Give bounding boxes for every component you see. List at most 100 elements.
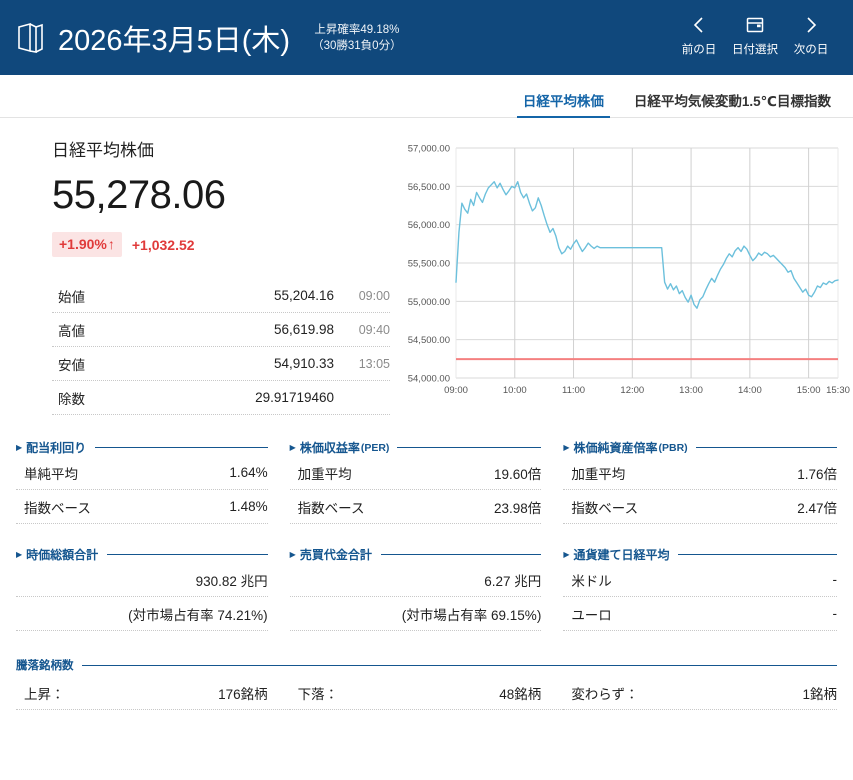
metric-value: (対市場占有率 74.21%): [128, 607, 268, 623]
section-currency-nikkei: ▶ 通貨建て日経平均 米ドル - ユーロ -: [563, 546, 837, 631]
ohlc-table: 始値 55,204.16 09:00 高値 56,619.98 09:40 安値…: [52, 279, 390, 415]
quote-value: 55,278.06: [52, 173, 226, 217]
svg-text:13:00: 13:00: [679, 385, 703, 396]
metric-value: 1銘柄: [802, 687, 837, 702]
list-item: 6.27 兆円: [289, 563, 542, 597]
tab-climate-index[interactable]: 日経平均気候変動1.5℃目標指数: [633, 94, 831, 109]
quote-panel: 日経平均株価 55,278.06 +1.90% ↑ +1,032.52 始値 5…: [0, 130, 400, 419]
svg-text:14:00: 14:00: [738, 385, 762, 396]
metric-key: 上昇：: [24, 687, 65, 702]
section-pbr: ▶ 株価純資産倍率 (PBR) 加重平均 1.76倍 指数ベース 2.47倍: [563, 439, 837, 524]
metric-value: 1.48%: [229, 499, 268, 514]
chart-svg: 54,000.00 54,500.00 55,000.00 55,500.00 56,0…: [408, 144, 850, 397]
declining-issues: 下落： 48銘柄: [289, 677, 564, 710]
section-per: ▶ 株価収益率 (PER) 加重平均 19.60倍 指数ベース 23.98倍: [289, 439, 564, 524]
high-label: 高値: [58, 323, 85, 339]
metric-key: 加重平均: [571, 466, 626, 482]
low-time: 13:05: [358, 356, 390, 371]
chevron-right-icon: [803, 12, 819, 38]
table-row: 始値 55,204.16 09:00: [52, 279, 390, 313]
metric-key: 指数ベース: [24, 500, 91, 516]
svg-text:55,500.00: 55,500.00: [408, 259, 450, 270]
next-day-label: 次の日: [793, 44, 829, 56]
svg-text:54,500.00: 54,500.00: [408, 335, 450, 346]
list-item: 930.82 兆円: [16, 563, 268, 597]
metric-value: (対市場占有率 69.15%): [401, 607, 542, 623]
triangle-right-icon: ▶: [563, 442, 570, 452]
section-header: ▶ 配当利回り: [16, 439, 268, 456]
advances-declines: 騰落銘柄数 上昇： 176銘柄 下落： 48銘柄 変わらず： 1銘柄: [0, 631, 853, 710]
high-value: 56,619.98: [273, 322, 334, 337]
quote-change-row: +1.90% ↑ +1,032.52: [52, 232, 400, 257]
low-label: 安値: [58, 357, 85, 373]
table-row: 除数 29.91719460: [52, 381, 390, 415]
triangle-right-icon: ▶: [16, 442, 23, 452]
section-header: ▶ 通貨建て日経平均: [563, 546, 837, 563]
chevron-left-icon: [691, 12, 707, 38]
triangle-right-icon: ▶: [289, 442, 296, 452]
section-title: 配当利回り: [26, 441, 87, 455]
date-picker-button[interactable]: 日付選択: [727, 12, 783, 57]
metric-value: 1.64%: [229, 465, 268, 480]
metric-value: 2.47倍: [797, 500, 837, 516]
metric-value: 48銘柄: [499, 687, 542, 702]
section-subtitle: (PBR): [658, 441, 688, 454]
triangle-right-icon: ▶: [563, 549, 570, 559]
svg-text:10:00: 10:00: [503, 385, 527, 396]
section-title: 時価総額合計: [26, 548, 99, 562]
svg-text:12:00: 12:00: [620, 385, 644, 396]
metric-key: 下落：: [297, 687, 339, 702]
book-icon: [14, 18, 48, 58]
chart-canvas: 54,000.00 54,500.00 55,000.00 55,500.00 56,0…: [400, 134, 853, 419]
metric-sections: ▶ 配当利回り 単純平均 1.64% 指数ベース 1.48% ▶ 株価収益率 (…: [0, 419, 853, 631]
section-rule: [107, 554, 268, 555]
index-tabs: 日経平均株価 日経平均気候変動1.5℃目標指数: [0, 79, 853, 118]
metric-value: 19.60倍: [494, 466, 542, 482]
open-label: 始値: [58, 289, 85, 305]
date-picker-label: 日付選択: [732, 44, 778, 56]
metric-key: 単純平均: [24, 466, 78, 482]
arrow-up-icon: ↑: [107, 236, 115, 252]
tab-nikkei-average[interactable]: 日経平均株価: [516, 90, 610, 118]
list-item: ユーロ -: [563, 597, 837, 631]
svg-text:56,500.00: 56,500.00: [408, 182, 450, 193]
section-title: 株価純資産倍率: [573, 441, 658, 455]
metric-key: 米ドル: [571, 573, 612, 589]
svg-text:09:00: 09:00: [444, 385, 468, 396]
section-rule: [678, 554, 837, 555]
metric-value: 1.76倍: [797, 466, 837, 482]
list-item: 米ドル -: [563, 563, 837, 597]
section-rule: [95, 447, 268, 448]
list-item: (対市場占有率 69.15%): [289, 597, 542, 631]
quote-title: 日経平均株価: [52, 141, 154, 160]
page-title: 2026年3月5日(木): [58, 24, 291, 57]
divisor-label: 除数: [58, 391, 85, 407]
percent-change-value: +1.90%: [59, 236, 107, 252]
advances-row: 上昇： 176銘柄 下落： 48銘柄 変わらず： 1銘柄: [16, 677, 837, 710]
list-item: 単純平均 1.64%: [16, 456, 268, 490]
high-time: 09:40: [358, 322, 390, 337]
svg-text:56,000.00: 56,000.00: [408, 220, 450, 231]
prev-day-button[interactable]: 前の日: [671, 12, 727, 57]
section-rule: [380, 554, 542, 555]
list-item: 加重平均 19.60倍: [289, 456, 542, 490]
quote-and-chart: 日経平均株価 55,278.06 +1.90% ↑ +1,032.52 始値 5…: [0, 118, 853, 419]
section-title: 売買代金合計: [299, 548, 372, 562]
list-item: (対市場占有率 74.21%): [16, 597, 268, 631]
unchanged-issues: 変わらず： 1銘柄: [563, 677, 837, 710]
triangle-right-icon: ▶: [289, 549, 296, 559]
table-row: 高値 56,619.98 09:40: [52, 313, 390, 347]
prev-day-label: 前の日: [681, 44, 717, 56]
svg-text:55,000.00: 55,000.00: [408, 297, 450, 308]
metric-key: ユーロ: [571, 607, 612, 623]
next-day-button[interactable]: 次の日: [783, 12, 839, 57]
metric-value: 930.82 兆円: [195, 573, 268, 589]
section-header: 騰落銘柄数: [16, 657, 837, 673]
intraday-chart: 54,000.00 54,500.00 55,000.00 55,500.00 56,0…: [400, 130, 853, 419]
advancing-issues: 上昇： 176銘柄: [16, 677, 290, 710]
metric-key: 変わらず：: [571, 687, 639, 702]
svg-text:54,000.00: 54,000.00: [408, 374, 450, 385]
rise-probability-rate: 上昇確率49.18%: [314, 23, 400, 36]
metric-key: 指数ベース: [297, 500, 365, 516]
svg-text:15:30: 15:30: [826, 385, 850, 396]
